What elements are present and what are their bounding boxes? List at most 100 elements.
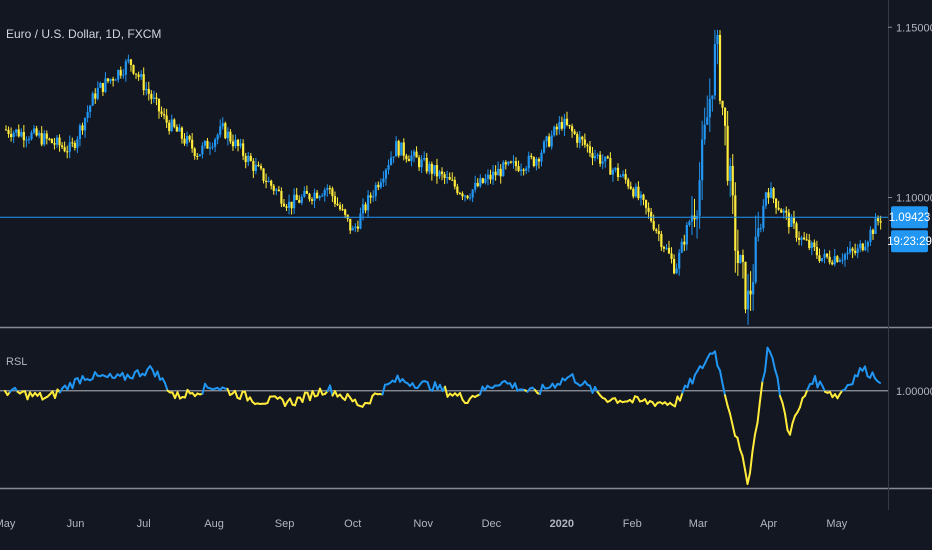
candle (629, 181, 632, 190)
current-price-badge[interactable]: 1.09423 (889, 206, 931, 229)
candle (474, 175, 477, 193)
candle (466, 195, 469, 200)
candle (433, 165, 436, 177)
candle (463, 194, 467, 202)
candle (542, 139, 546, 154)
candle (4, 125, 8, 131)
candle (226, 127, 229, 146)
candle (826, 253, 829, 259)
candle (642, 193, 645, 206)
rsl-segment (444, 385, 449, 398)
rsl-segment (756, 399, 761, 424)
candle (313, 188, 316, 208)
candle (571, 123, 574, 138)
rsl-segment (369, 394, 374, 405)
candle (99, 81, 102, 89)
candle (259, 163, 263, 171)
candle (616, 163, 620, 182)
candle (298, 195, 301, 204)
rsl-segment (741, 454, 746, 471)
candle (341, 204, 344, 211)
candle (736, 229, 739, 276)
candle (680, 238, 683, 254)
candle (499, 164, 502, 184)
candle (609, 152, 612, 175)
candle (180, 126, 184, 144)
price-axis: 1.15000 1.10000 (888, 22, 932, 205)
rsl-segment (54, 388, 59, 400)
candle (418, 155, 421, 172)
candle (764, 191, 767, 209)
candle (145, 82, 148, 96)
candle (338, 202, 342, 211)
candle (560, 116, 563, 131)
rsl-segment (851, 374, 856, 386)
time-axis-label: Sep (275, 518, 295, 530)
candle (644, 199, 648, 215)
rsl-segment (226, 387, 231, 397)
candle (604, 156, 607, 168)
candle (405, 153, 408, 163)
candle (387, 159, 390, 175)
candle (32, 125, 36, 135)
candle (759, 223, 762, 233)
candle (83, 117, 87, 138)
candle (815, 240, 818, 259)
candle (53, 137, 56, 150)
rsl-segment (144, 368, 149, 377)
candle (678, 248, 681, 276)
candle (558, 116, 561, 135)
candle (280, 187, 283, 208)
candle (874, 213, 877, 235)
candle (112, 76, 115, 87)
time-axis-label: Nov (413, 518, 433, 530)
candle (535, 157, 538, 171)
candle (859, 240, 862, 253)
rsl-segment (266, 395, 271, 404)
candle (201, 142, 204, 159)
rsl-segment (559, 377, 564, 386)
candle (10, 127, 13, 142)
candle (520, 163, 523, 176)
candle (122, 69, 125, 79)
rsl-segment (674, 395, 679, 408)
candle (147, 81, 150, 101)
candle (509, 160, 512, 164)
candle (583, 133, 586, 148)
candle (683, 234, 686, 252)
candle (333, 191, 337, 208)
candle (267, 176, 270, 183)
candle (229, 129, 232, 144)
candle (453, 176, 456, 190)
candle (716, 29, 719, 65)
candle (688, 219, 691, 227)
rsl-segment (571, 373, 576, 384)
candle (634, 183, 637, 198)
candle (185, 131, 189, 147)
rsl-segment (381, 383, 386, 396)
candle (614, 167, 617, 173)
candle (708, 78, 711, 132)
candle (310, 197, 314, 205)
candle (265, 173, 268, 189)
rsl-segment (731, 423, 736, 437)
candle (127, 54, 130, 64)
rsl-segment (751, 433, 756, 453)
candle (458, 191, 461, 195)
rsl-segment (774, 368, 779, 379)
candle (96, 81, 99, 101)
candle (481, 177, 484, 184)
rsl-segment (79, 375, 84, 385)
candle (530, 153, 533, 160)
candle (66, 145, 69, 159)
rsl-segment (856, 367, 861, 378)
candle (377, 181, 380, 191)
candle (369, 192, 372, 204)
candle (703, 107, 706, 145)
candle (206, 137, 209, 149)
candle (810, 241, 813, 256)
time-axis-label: Apr (760, 518, 777, 530)
time-axis-label: Aug (204, 518, 224, 530)
candle (739, 254, 742, 264)
candle (287, 194, 291, 215)
